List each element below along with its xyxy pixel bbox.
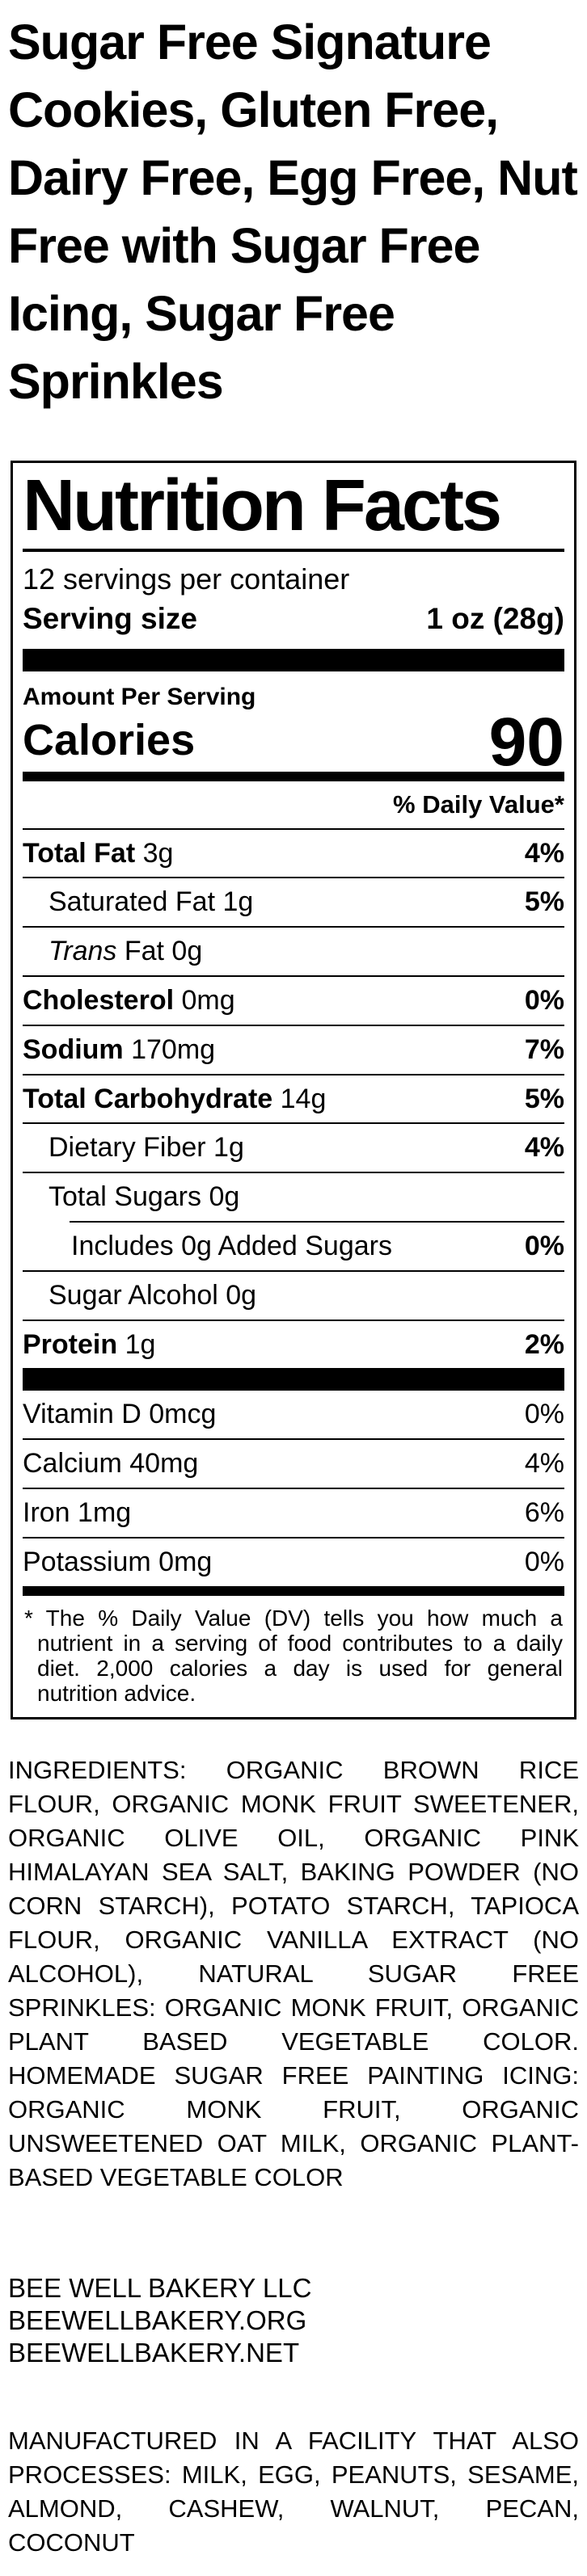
nutrient-label: Dietary Fiber 1g bbox=[49, 1132, 244, 1164]
company-website-org: BEEWELLBAKERY.ORG bbox=[8, 2305, 307, 2335]
daily-value-footnote: * The % Daily Value (DV) tells you how m… bbox=[24, 1605, 563, 1706]
nutrient-label: Cholesterol 0mg bbox=[23, 985, 235, 1017]
nutrient-daily-value: 0% bbox=[524, 1546, 564, 1577]
calories-label: Calories bbox=[23, 715, 196, 764]
nutrient-daily-value: 0% bbox=[524, 1231, 564, 1262]
nutrient-label: Sugar Alcohol 0g bbox=[49, 1279, 257, 1311]
serving-size-row: Serving size 1 oz (28g) bbox=[23, 598, 564, 648]
nutrient-row: Calcium 40mg 4% bbox=[23, 1438, 564, 1488]
nutrient-daily-value: 0% bbox=[524, 985, 564, 1017]
calories-value: 90 bbox=[488, 704, 564, 781]
nutrient-row: Sodium 170mg 7% bbox=[23, 1024, 564, 1074]
nutrient-label: Sodium 170mg bbox=[23, 1033, 216, 1065]
servings-per-container: 12 servings per container bbox=[23, 562, 350, 596]
nutrient-label: Protein 1g bbox=[23, 1328, 156, 1360]
nutrient-row: Vitamin D 0mcg 0% bbox=[23, 1391, 564, 1438]
thick-divider-bar bbox=[23, 648, 564, 671]
nutrient-row: Cholesterol 0mg 0% bbox=[23, 975, 564, 1025]
nutrient-label: Total Sugars 0g bbox=[49, 1181, 240, 1213]
product-label-page: Sugar Free Signature Cookies, Gluten Fre… bbox=[0, 8, 587, 2576]
nutrient-daily-value: 7% bbox=[524, 1033, 564, 1065]
nutrient-row: Potassium 0mg 0% bbox=[23, 1536, 564, 1586]
nutrition-facts-panel: Nutrition Facts 12 servings per containe… bbox=[11, 461, 576, 1719]
medium-divider-bar bbox=[23, 1585, 564, 1596]
product-title: Sugar Free Signature Cookies, Gluten Fre… bbox=[8, 15, 578, 409]
company-info: BEE WELL BAKERY LLC BEEWELLBAKERY.ORG BE… bbox=[8, 2272, 579, 2369]
nutrient-row: Total Fat 3g 4% bbox=[23, 827, 564, 878]
allergen-notice: MANUFACTURED IN A FACILITY THAT ALSO PRO… bbox=[8, 2426, 579, 2557]
nutrient-row: Dietary Fiber 1g 4% bbox=[23, 1122, 564, 1172]
nutrient-label: Potassium 0mg bbox=[23, 1546, 213, 1577]
nutrient-row: Total Sugars 0g bbox=[23, 1172, 564, 1221]
thick-divider-bar bbox=[23, 1368, 564, 1391]
company-name: BEE WELL BAKERY LLC bbox=[8, 2272, 312, 2303]
nutrient-row: Total Carbohydrate 14g 5% bbox=[23, 1073, 564, 1123]
nutrition-facts-heading: Nutrition Facts bbox=[23, 465, 502, 546]
nutrient-label: Trans Fat 0g bbox=[49, 936, 203, 967]
nutrient-row: Protein 1g 2% bbox=[23, 1319, 564, 1369]
nutrient-row: Includes 0g Added Sugars 0% bbox=[70, 1221, 564, 1270]
nutrient-rows: Total Fat 3g 4% Saturated Fat 1g 5% Trans Fa… bbox=[23, 827, 564, 1369]
medium-divider-bar bbox=[23, 771, 564, 781]
daily-value-header: % Daily Value* bbox=[393, 789, 564, 819]
ingredients-paragraph: INGREDIENTS: ORGANIC BROWN RICE FLOUR, O… bbox=[8, 1755, 579, 2191]
vitamin-rows: Vitamin D 0mcg 0% Calcium 40mg 4% Iron 1mg 6%… bbox=[23, 1391, 564, 1585]
nutrient-row: Saturated Fat 1g 5% bbox=[23, 877, 564, 926]
nutrient-label: Total Fat 3g bbox=[23, 837, 174, 869]
heading-divider bbox=[23, 549, 564, 552]
nutrient-row: Trans Fat 0g bbox=[23, 926, 564, 975]
nutrient-row: Iron 1mg 6% bbox=[23, 1488, 564, 1537]
nutrient-daily-value: 5% bbox=[524, 886, 564, 918]
nutrient-label: Calcium 40mg bbox=[23, 1448, 199, 1480]
nutrient-daily-value: 0% bbox=[524, 1399, 564, 1430]
company-website-net: BEEWELLBAKERY.NET bbox=[8, 2337, 300, 2368]
nutrient-label: Iron 1mg bbox=[23, 1497, 132, 1529]
nutrient-label: Vitamin D 0mcg bbox=[23, 1399, 217, 1430]
amount-per-serving-label: Amount Per Serving bbox=[23, 683, 256, 710]
nutrient-daily-value: 5% bbox=[524, 1083, 564, 1114]
nutrient-daily-value: 6% bbox=[524, 1497, 564, 1529]
nutrient-label: Saturated Fat 1g bbox=[49, 886, 254, 918]
serving-size-value: 1 oz (28g) bbox=[426, 602, 564, 636]
nutrient-daily-value: 4% bbox=[524, 837, 564, 869]
calories-row: Calories 90 bbox=[23, 704, 564, 781]
nutrient-label: Total Carbohydrate 14g bbox=[23, 1083, 327, 1114]
nutrient-label: Includes 0g Added Sugars bbox=[71, 1231, 392, 1262]
nutrient-daily-value: 4% bbox=[524, 1132, 564, 1164]
nutrient-daily-value: 4% bbox=[524, 1448, 564, 1480]
serving-size-label: Serving size bbox=[23, 602, 197, 636]
nutrient-daily-value: 2% bbox=[524, 1328, 564, 1360]
nutrient-row: Sugar Alcohol 0g bbox=[23, 1269, 564, 1320]
